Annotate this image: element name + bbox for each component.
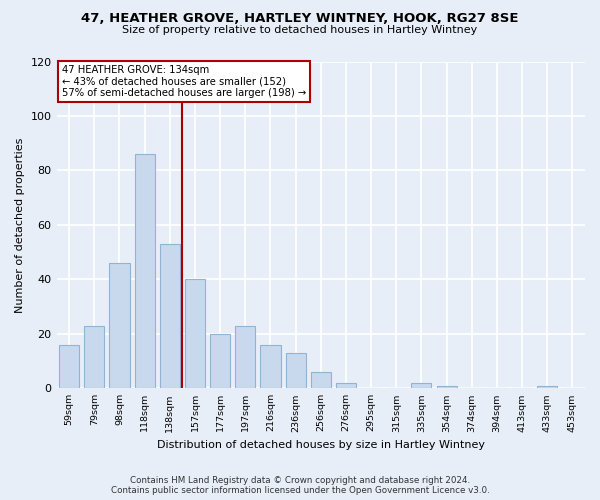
Bar [185, 280, 205, 388]
Bar [260, 344, 281, 389]
Bar [311, 372, 331, 388]
Text: 47 HEATHER GROVE: 134sqm
← 43% of detached houses are smaller (152)
57% of semi-: 47 HEATHER GROVE: 134sqm ← 43% of detach… [62, 65, 306, 98]
Bar [437, 386, 457, 388]
Bar [160, 244, 180, 388]
Text: Contains HM Land Registry data © Crown copyright and database right 2024.
Contai: Contains HM Land Registry data © Crown c… [110, 476, 490, 495]
Bar [336, 383, 356, 388]
Bar [235, 326, 256, 388]
Bar [537, 386, 557, 388]
Bar [84, 326, 104, 388]
Y-axis label: Number of detached properties: Number of detached properties [15, 137, 25, 312]
Bar [109, 263, 130, 388]
X-axis label: Distribution of detached houses by size in Hartley Wintney: Distribution of detached houses by size … [157, 440, 485, 450]
Bar [134, 154, 155, 388]
Bar [412, 383, 431, 388]
Bar [210, 334, 230, 388]
Bar [59, 344, 79, 389]
Text: 47, HEATHER GROVE, HARTLEY WINTNEY, HOOK, RG27 8SE: 47, HEATHER GROVE, HARTLEY WINTNEY, HOOK… [81, 12, 519, 26]
Bar [286, 353, 305, 388]
Text: Size of property relative to detached houses in Hartley Wintney: Size of property relative to detached ho… [122, 25, 478, 35]
